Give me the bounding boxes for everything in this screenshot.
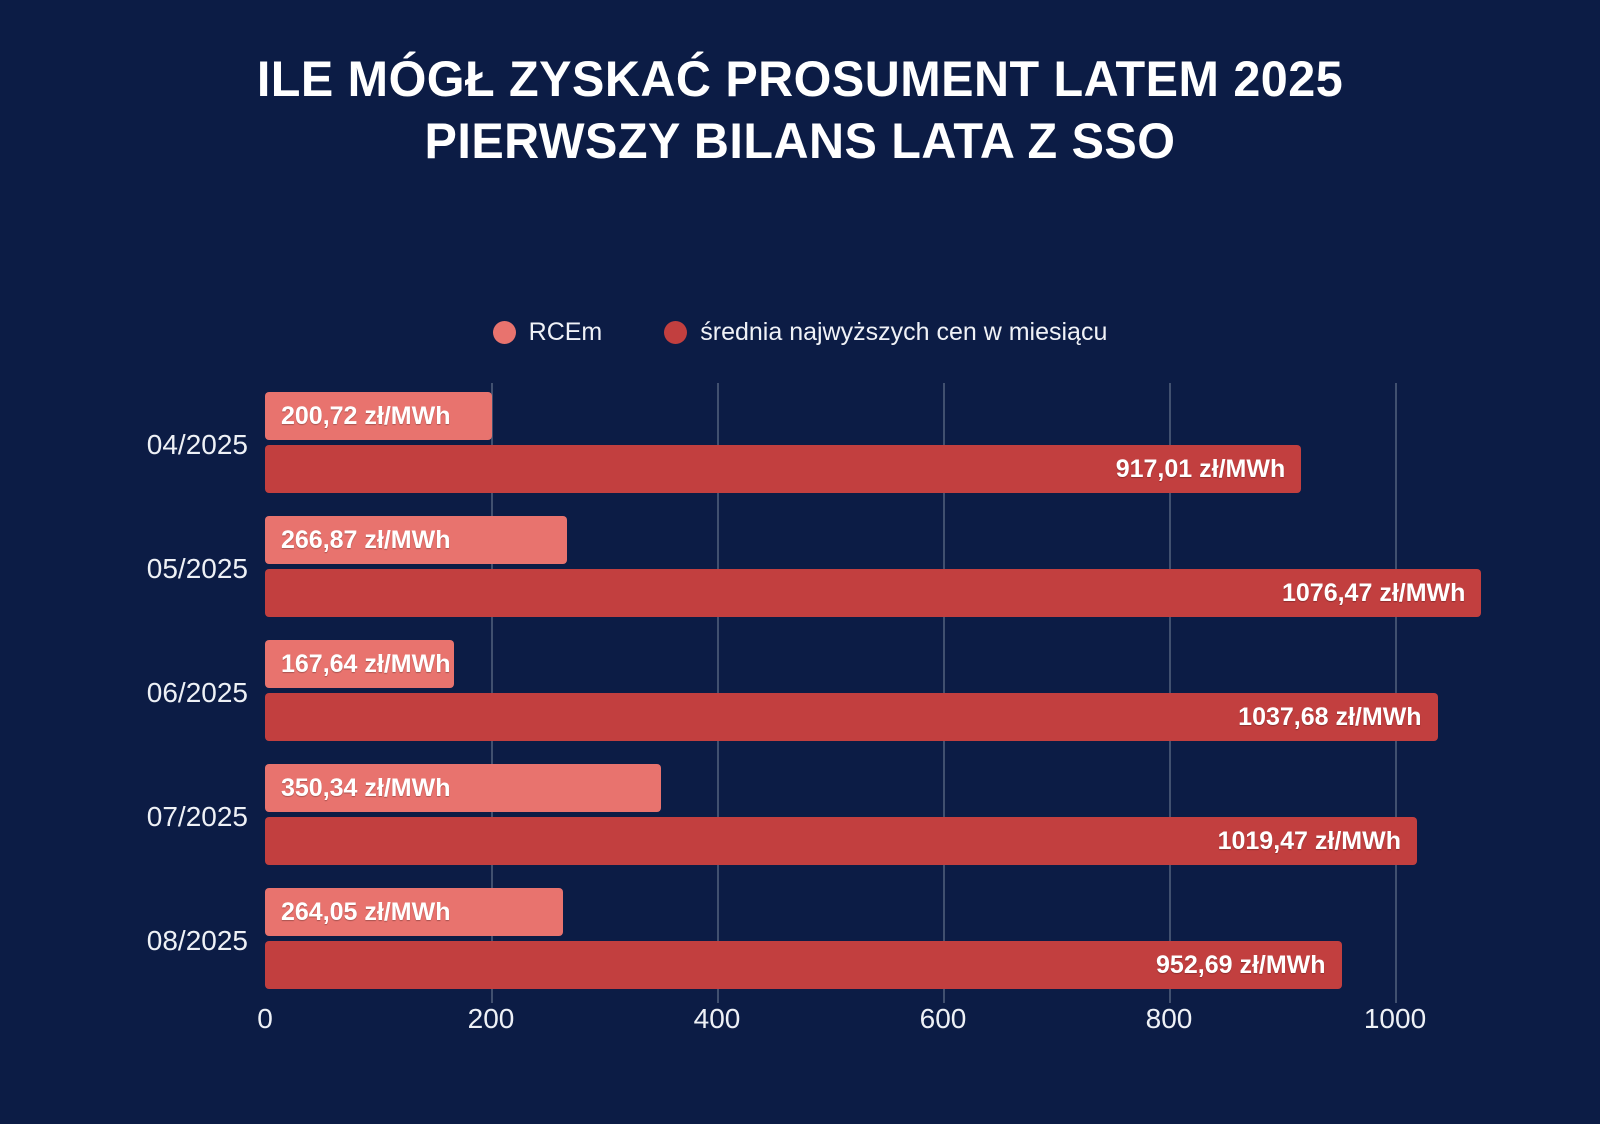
page-title: ILE MÓGŁ ZYSKAĆ PROSUMENT LATEM 2025 PIE… [0, 48, 1600, 172]
bar-srednia-06-2025[interactable]: 1037,68 zł/MWh [265, 693, 1438, 741]
bar-value-label: 952,69 zł/MWh [1156, 950, 1326, 979]
title-line-2: PIERWSZY BILANS LATA Z SSO [424, 113, 1176, 169]
bar-srednia-04-2025[interactable]: 917,01 zł/MWh [265, 445, 1302, 493]
bar-value-label: 1019,47 zł/MWh [1217, 826, 1401, 855]
title-line-1: ILE MÓGŁ ZYSKAĆ PROSUMENT LATEM 2025 [256, 51, 1344, 107]
bar-rows-group: 200,72 zł/MWh 917,01 zł/MWh 266,87 zł/MWh 1… [265, 383, 1482, 1003]
bar-row: 200,72 zł/MWh 917,01 zł/MWh [265, 383, 1395, 507]
y-axis-tick-label: 04/2025 [146, 429, 248, 460]
bar-srednia-05-2025[interactable]: 1076,47 zł/MWh [265, 569, 1482, 617]
bar-rcem-08-2025[interactable]: 264,05 zł/MWh [265, 888, 564, 936]
bar-row: 350,34 zł/MWh 1019,47 zł/MWh [265, 755, 1417, 879]
x-axis-tick-label: 1000 [1363, 1003, 1427, 1034]
circle-marker-icon [664, 321, 688, 344]
bar-row: 266,87 zł/MWh 1076,47 zł/MWh [265, 507, 1482, 631]
bar-value-label: 264,05 zł/MWh [281, 897, 451, 926]
chart-legend: RCEm średnia najwyższych cen w miesiącu [0, 318, 1600, 347]
y-axis-tick-label: 07/2025 [146, 801, 248, 832]
bar-srednia-07-2025[interactable]: 1019,47 zł/MWh [265, 817, 1417, 865]
y-axis-labels: 04/2025 05/2025 06/2025 07/2025 08/2025 [0, 383, 248, 1003]
bar-value-label: 917,01 zł/MWh [1115, 454, 1286, 483]
circle-marker-icon [492, 321, 516, 344]
bar-srednia-08-2025[interactable]: 952,69 zł/MWh [265, 941, 1342, 989]
x-axis-tick-label: 800 [1145, 1003, 1193, 1034]
legend-item-2[interactable]: średnia najwyższych cen w miesiącu [664, 318, 1107, 347]
bar-value-label: 350,34 zł/MWh [281, 773, 451, 802]
bar-rcem-07-2025[interactable]: 350,34 zł/MWh [265, 764, 661, 812]
y-axis-tick-label: 06/2025 [146, 677, 248, 708]
legend-item-1[interactable]: RCEm [492, 318, 603, 347]
bar-value-label: 1037,68 zł/MWh [1238, 702, 1422, 731]
legend-item-label: RCEm [528, 318, 603, 346]
bar-row: 167,64 zł/MWh 1037,68 zł/MWh [265, 631, 1438, 755]
bar-rcem-05-2025[interactable]: 266,87 zł/MWh [265, 516, 567, 564]
plot-area: 200,72 zł/MWh 917,01 zł/MWh 266,87 zł/MWh 1… [265, 383, 1482, 1003]
x-axis-tick-label: 600 [919, 1003, 967, 1034]
legend-item-label: średnia najwyższych cen w miesiącu [700, 318, 1108, 346]
y-axis-tick-label: 08/2025 [146, 925, 248, 956]
bar-value-label: 266,87 zł/MWh [281, 525, 451, 554]
x-axis-tick-label: 0 [257, 1003, 273, 1034]
bar-rcem-04-2025[interactable]: 200,72 zł/MWh [265, 392, 492, 440]
x-axis-tick-label: 200 [467, 1003, 515, 1034]
bar-value-label: 167,64 zł/MWh [281, 649, 451, 678]
x-axis-labels: 0 200 400 600 800 1000 [257, 1003, 1426, 1047]
bar-rcem-06-2025[interactable]: 167,64 zł/MWh [265, 640, 455, 688]
bar-value-label: 200,72 zł/MWh [281, 401, 451, 430]
bar-row: 264,05 zł/MWh 952,69 zł/MWh [265, 879, 1395, 1003]
y-axis-tick-label: 05/2025 [146, 553, 248, 584]
x-axis-tick-label: 400 [693, 1003, 741, 1034]
bar-value-label: 1076,47 zł/MWh [1282, 578, 1466, 607]
